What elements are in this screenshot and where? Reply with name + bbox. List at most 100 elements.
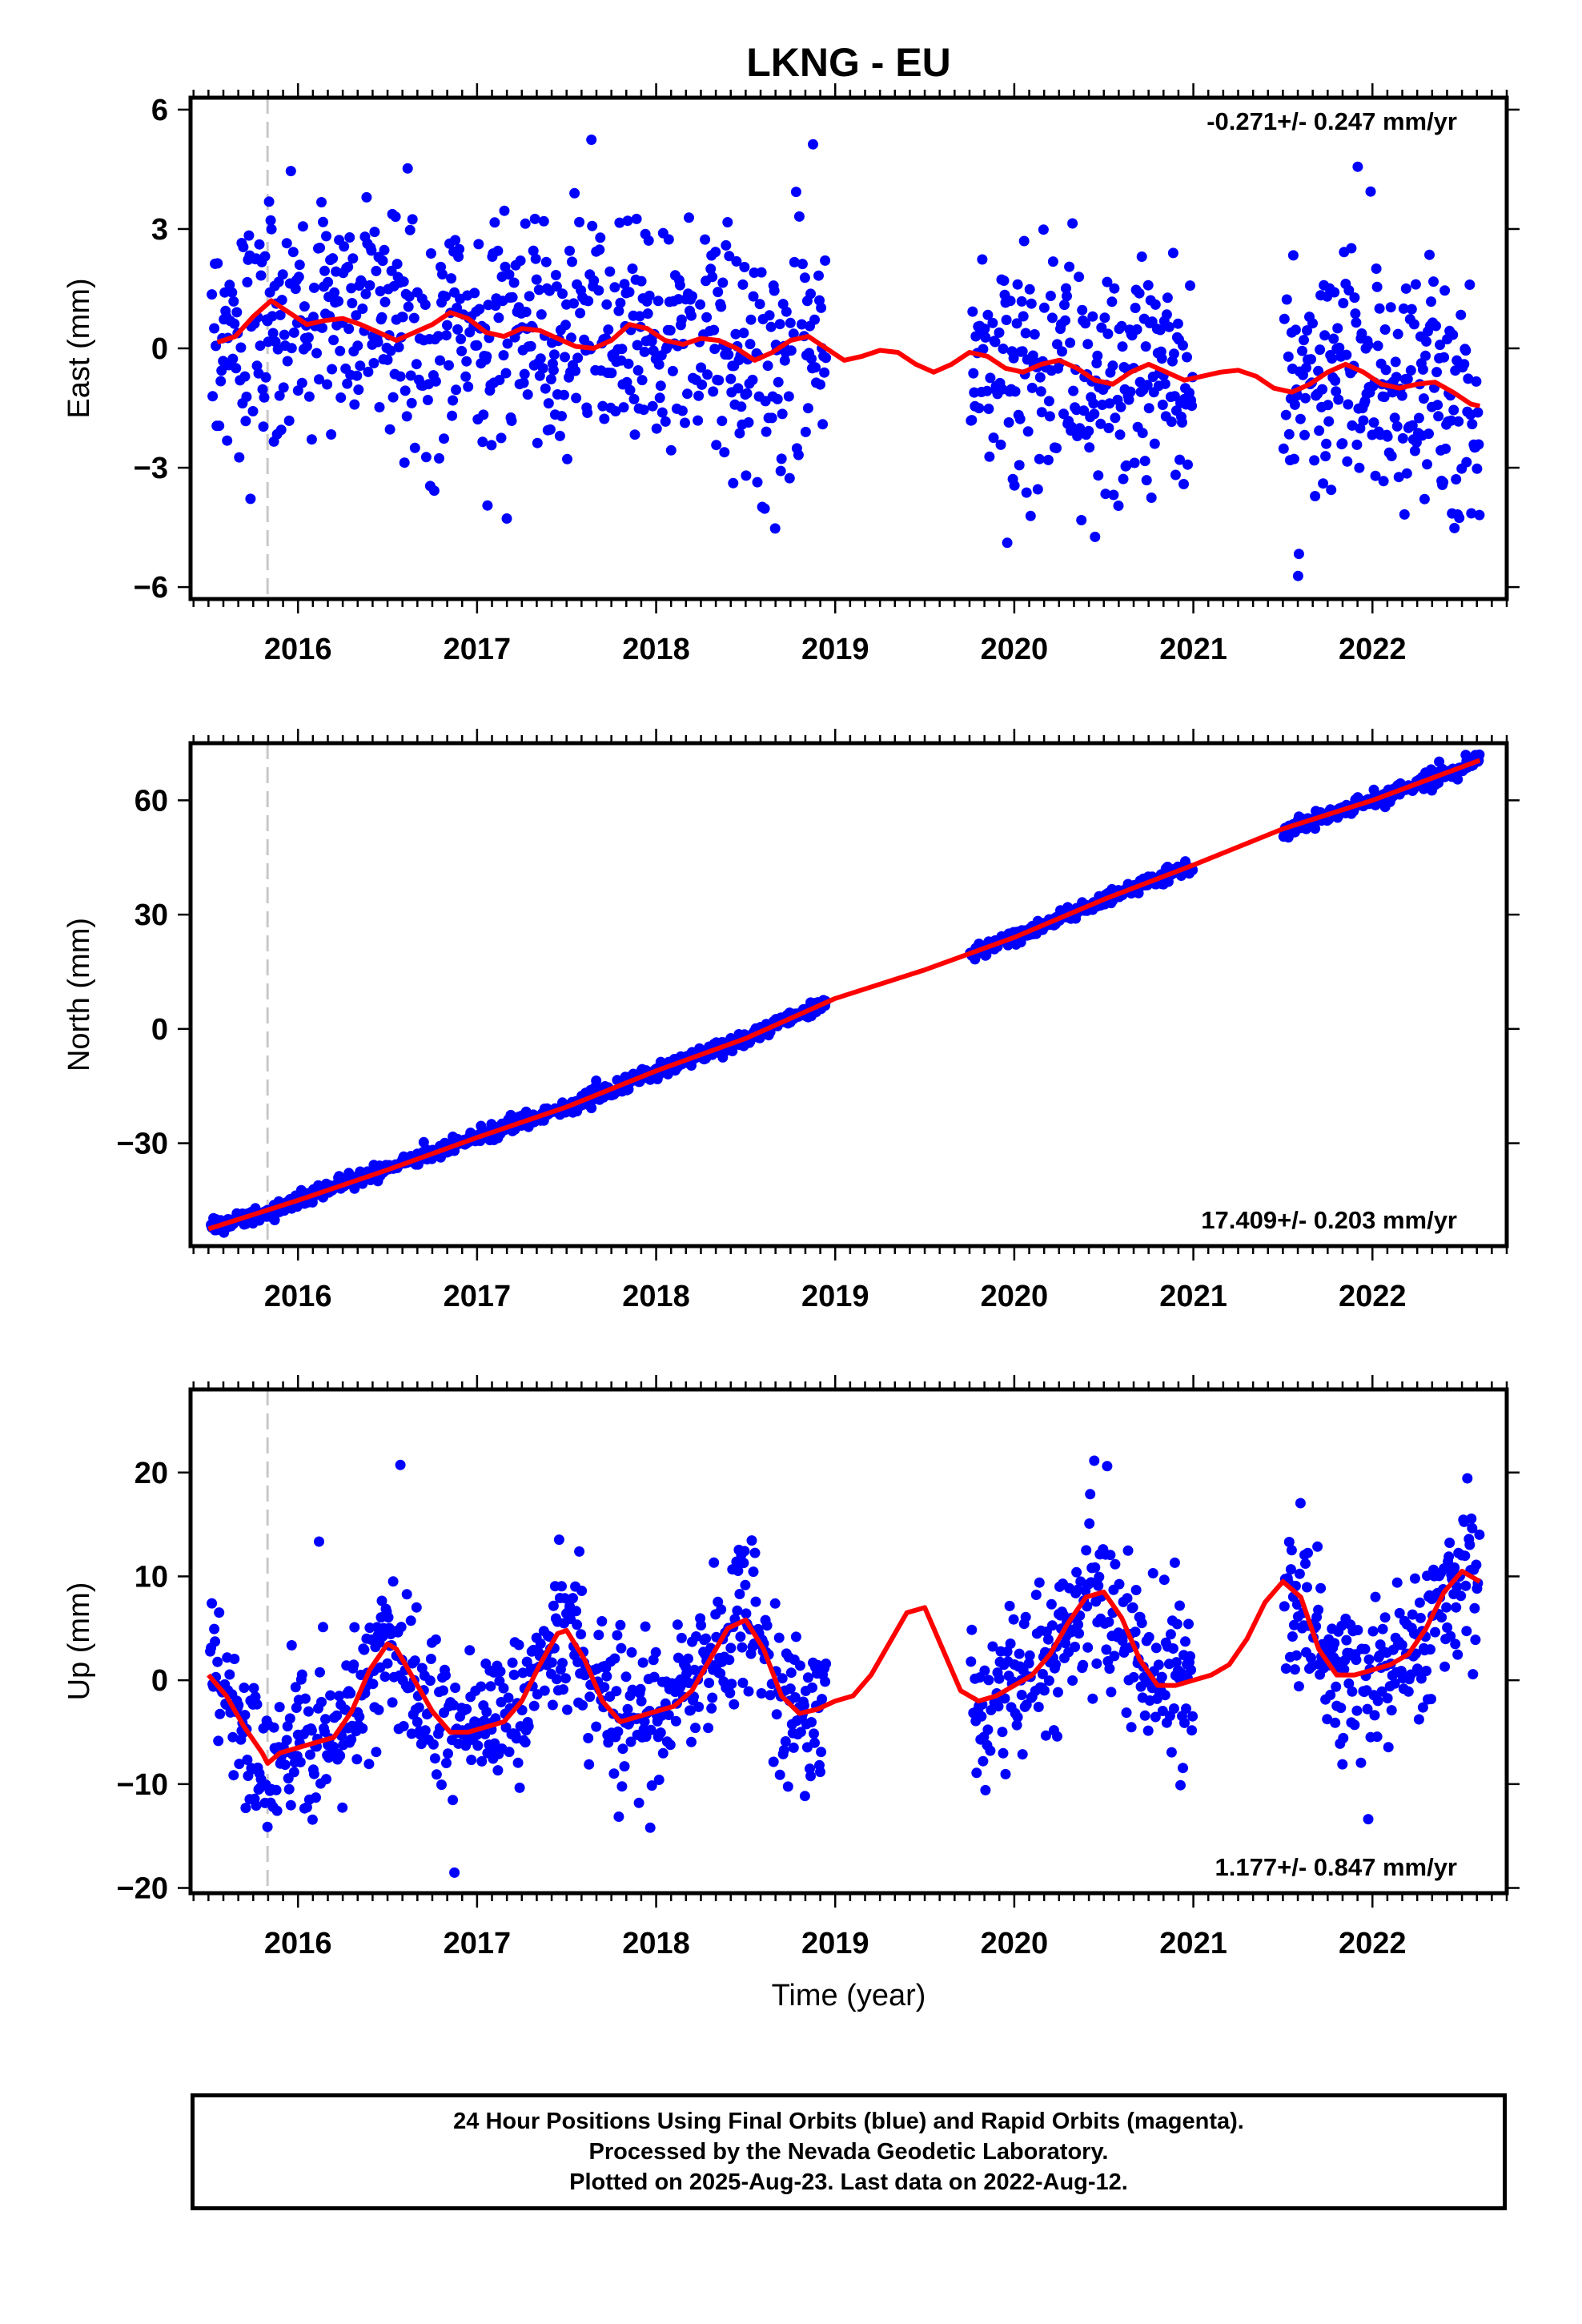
data-point — [1352, 161, 1363, 172]
data-point — [477, 436, 488, 448]
data-point — [612, 1726, 624, 1737]
data-point — [1000, 1768, 1011, 1779]
data-point — [1463, 373, 1474, 384]
data-point — [397, 312, 408, 323]
rate-annotation: -0.271+/- 0.247 mm/yr — [1207, 107, 1457, 135]
data-point — [498, 350, 509, 361]
data-point — [560, 320, 571, 331]
data-point — [686, 310, 697, 321]
data-point — [502, 338, 513, 349]
data-point — [386, 265, 397, 276]
data-point — [382, 354, 393, 365]
data-point — [1413, 412, 1424, 424]
data-point — [1011, 318, 1022, 329]
data-point — [785, 345, 797, 356]
data-point — [743, 1686, 754, 1697]
data-point — [1347, 1686, 1358, 1697]
data-point — [366, 245, 377, 256]
data-point — [481, 351, 492, 362]
data-point — [1286, 1545, 1297, 1556]
data-point — [638, 404, 649, 416]
data-point — [1303, 1547, 1313, 1558]
data-point — [308, 282, 319, 293]
data-point — [1043, 396, 1054, 407]
data-point — [1142, 279, 1154, 291]
data-point — [535, 1638, 546, 1649]
data-point — [1105, 1550, 1116, 1561]
data-point — [746, 1535, 757, 1546]
data-point — [363, 1759, 375, 1770]
data-point — [1177, 417, 1187, 428]
data-point — [492, 1765, 504, 1776]
data-point — [1150, 299, 1161, 310]
data-point — [1343, 285, 1355, 296]
data-point — [571, 392, 582, 404]
data-point — [229, 1654, 240, 1664]
data-point — [395, 371, 406, 382]
data-point — [1008, 352, 1019, 364]
data-point — [376, 1595, 387, 1606]
data-point — [1005, 1638, 1016, 1649]
data-point — [1441, 1602, 1452, 1613]
data-point — [626, 1647, 637, 1658]
data-point — [560, 1593, 570, 1604]
data-point — [430, 376, 441, 387]
data-point — [556, 1581, 567, 1592]
data-point — [1089, 1455, 1100, 1466]
data-point — [1452, 1581, 1463, 1592]
data-point — [267, 311, 278, 322]
data-point — [382, 1658, 393, 1669]
data-point — [1313, 365, 1324, 376]
data-point — [1170, 1657, 1182, 1668]
data-point — [265, 215, 276, 226]
data-point — [1414, 1597, 1425, 1608]
data-point — [1352, 1625, 1363, 1635]
x-tick-label: 2018 — [622, 1280, 690, 1313]
data-point — [1386, 1705, 1397, 1716]
data-point — [1077, 304, 1088, 316]
data-point — [1103, 423, 1114, 433]
data-point — [1162, 292, 1173, 304]
data-point — [316, 197, 327, 207]
data-point — [1379, 392, 1390, 403]
data-point — [303, 1706, 314, 1717]
data-point — [367, 1679, 379, 1690]
x-tick-label: 2017 — [444, 633, 512, 666]
data-point — [1350, 308, 1361, 320]
data-point — [756, 267, 767, 278]
data-point — [997, 1727, 1008, 1738]
data-point — [968, 368, 979, 379]
data-point — [749, 267, 760, 278]
data-point — [730, 328, 741, 340]
data-point — [978, 344, 989, 355]
data-point — [1134, 658, 1144, 669]
data-point — [660, 416, 671, 427]
data-point — [1462, 1473, 1473, 1484]
data-point — [1337, 438, 1348, 449]
data-point — [778, 1745, 789, 1755]
data-point — [693, 1701, 705, 1712]
data-point — [1003, 417, 1014, 428]
data-point — [227, 353, 239, 364]
data-point — [652, 296, 664, 307]
data-point — [1341, 1634, 1352, 1646]
data-point — [1302, 1582, 1312, 1593]
data-point — [1417, 1702, 1428, 1713]
data-point — [528, 245, 539, 256]
data-point — [311, 348, 322, 359]
data-point — [343, 324, 355, 335]
data-point — [407, 214, 418, 225]
data-point — [1306, 1652, 1316, 1663]
data-point — [1443, 1551, 1455, 1562]
data-point — [701, 1633, 712, 1644]
data-point — [576, 1629, 587, 1640]
rate-annotation: 1.177+/- 0.847 mm/yr — [1215, 1853, 1457, 1881]
data-point — [1109, 1651, 1120, 1662]
data-point — [1074, 1628, 1085, 1639]
data-point — [507, 292, 518, 303]
data-point — [271, 1805, 283, 1816]
data-point — [1401, 468, 1412, 479]
data-point — [214, 420, 225, 432]
data-point — [764, 310, 775, 321]
data-point — [1433, 411, 1444, 422]
